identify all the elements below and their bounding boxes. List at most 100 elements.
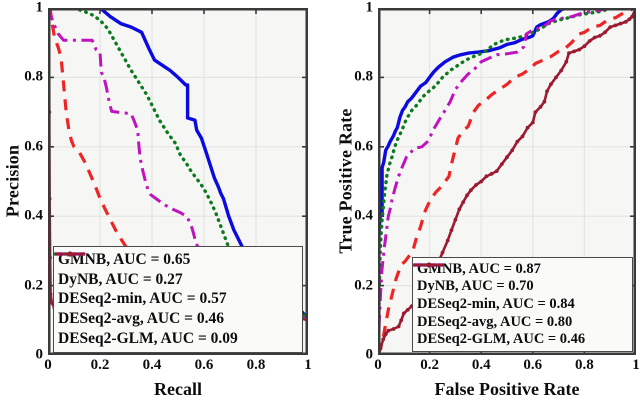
legend-item-gmnb: GMNB, AUC = 0.65 [55, 250, 298, 269]
y-tick-label: 0 [35, 346, 44, 363]
marker-deseq2-glm [461, 200, 465, 205]
axes-border [378, 8, 636, 355]
legend-label: GMNB, AUC = 0.65 [58, 250, 191, 268]
x-tick-label: 0.2 [90, 357, 110, 373]
x-tick-label: 0 [374, 357, 382, 373]
legend-label: DyNB, AUC = 0.27 [58, 270, 183, 288]
legend-item-dynb: DyNB, AUC = 0.27 [55, 252, 298, 289]
marker-deseq2-glm [505, 155, 509, 160]
y-tick-label: 0.2 [24, 277, 43, 294]
marker-deseq2-glm [559, 68, 564, 73]
legend-item-deseq2-glm: DESeq2-GLM, AUC = 0.09 [55, 251, 298, 348]
y-tick-label: 0.8 [24, 68, 43, 85]
curve-deseq2-avg [378, 8, 636, 355]
legend-label: DESeq2-min, AUC = 0.84 [417, 295, 575, 312]
legend: GMNB, AUC = 0.87 DyNB, AUC = 0.70 DESeq2-m… [412, 257, 633, 352]
y-tick-label: 1 [365, 0, 374, 16]
marker-deseq2-glm [613, 23, 618, 28]
marker-deseq2-glm [445, 238, 450, 243]
roc-plot-area: GMNB, AUC = 0.87 DyNB, AUC = 0.70 DESeq2-m… [378, 8, 636, 355]
marker-deseq2-glm [608, 25, 613, 29]
y-tick-label: 0.4 [24, 207, 43, 224]
legend-item-deseq2-glm: DESeq2-GLM, AUC = 0.46 [414, 262, 628, 348]
legend-label: DESeq2-GLM, AUC = 0.09 [58, 330, 238, 348]
marker-deseq2-glm [383, 332, 388, 337]
legend-label: DESeq2-avg, AUC = 0.46 [58, 310, 224, 328]
marker-deseq2-glm [465, 193, 469, 198]
marker-deseq2-glm [592, 35, 597, 40]
legend-label: DESeq2-GLM, AUC = 0.46 [417, 331, 586, 348]
marker-deseq2-glm [391, 327, 396, 331]
y-tick-label: 0.4 [354, 207, 373, 224]
x-tick-label: 0.8 [575, 357, 594, 373]
y-tick-label: 0.2 [354, 277, 373, 294]
y-tick-label: 0.8 [354, 68, 373, 85]
marker-deseq2-glm [440, 250, 445, 255]
x-tick-label: 0.8 [246, 357, 266, 373]
curve-deseq2-min [48, 8, 308, 319]
marker-deseq2-glm [525, 125, 530, 130]
marker-deseq2-glm [479, 179, 484, 184]
marker-deseq2-glm [386, 328, 391, 333]
legend-item-deseq2-min: DESeq2-min, AUC = 0.84 [413, 263, 628, 313]
legend-label: DyNB, AUC = 0.70 [417, 278, 534, 295]
x-tick-label: 0.2 [420, 357, 439, 373]
legend-marker [426, 262, 432, 268]
y-tick-label: 0.6 [24, 138, 43, 155]
roc-x-axis-label: False Positive Rate [434, 379, 580, 399]
legend-label: GMNB, AUC = 0.87 [417, 260, 541, 277]
axes-border [48, 8, 308, 355]
marker-deseq2-glm [399, 318, 404, 323]
marker-deseq2-glm [630, 14, 634, 19]
legend-line-sample [55, 251, 85, 257]
marker-deseq2-glm [598, 33, 602, 38]
marker-deseq2-glm [396, 324, 401, 329]
marker-deseq2-glm [489, 172, 494, 176]
marker-deseq2-glm [515, 139, 520, 144]
marker-deseq2-glm [545, 89, 549, 94]
marker-deseq2-glm [401, 311, 406, 316]
pr-panel: Precision GMNB, AUC = 0.65 DyNB, AUC = 0.… [2, 0, 312, 399]
marker-deseq2-glm [564, 59, 569, 64]
marker-deseq2-glm [582, 44, 587, 49]
curve-deseq2-min [378, 8, 636, 355]
curve-gmnb [48, 8, 308, 320]
legend-item-gmnb: GMNB, AUC = 0.87 [414, 260, 628, 278]
marker-deseq2-glm [587, 39, 592, 43]
x-tick-label: 0 [44, 357, 52, 373]
x-tick-label: 0.4 [471, 357, 491, 373]
marker-deseq2-glm [520, 134, 525, 139]
x-tick-label: 1 [304, 357, 312, 373]
y-tick-label: 1 [35, 0, 44, 16]
marker-deseq2-glm [449, 228, 454, 233]
roc-panel: True Positive Rate GMNB, AUC = 0.87 DyNB,… [320, 0, 640, 403]
pr-y-axis-label: Precision [2, 144, 23, 218]
legend-item-deseq2-avg: DESeq2-avg, AUC = 0.80 [414, 263, 628, 331]
marker-deseq2-glm [499, 162, 504, 167]
curve-deseq2-avg [48, 8, 308, 322]
legend: GMNB, AUC = 0.65 DyNB, AUC = 0.27 DESeq2-m… [53, 246, 303, 353]
marker-deseq2-glm [542, 99, 547, 104]
y-tick-label: 0.6 [354, 138, 373, 155]
marker-deseq2-glm [603, 30, 607, 35]
pr-plot-area: GMNB, AUC = 0.65 DyNB, AUC = 0.27 DESeq2-m… [48, 8, 308, 355]
marker-deseq2-glm [494, 169, 499, 174]
marker-deseq2-glm [577, 47, 582, 52]
legend-item-deseq2-min: DESeq2-min, AUC = 0.57 [54, 252, 298, 308]
x-tick-label: 1 [632, 357, 640, 373]
legend-label: DESeq2-avg, AUC = 0.80 [417, 313, 573, 330]
marker-deseq2-glm [484, 174, 489, 179]
pr-x-axis-label: Recall [154, 379, 202, 399]
marker-deseq2-glm [50, 301, 54, 305]
legend-label: DESeq2-min, AUC = 0.57 [58, 290, 227, 308]
marker-deseq2-glm [623, 20, 628, 24]
marker-deseq2-glm [538, 105, 543, 109]
x-tick-label: 0.6 [194, 357, 214, 373]
curve-dynb [48, 8, 180, 305]
legend-marker [67, 251, 73, 257]
marker-deseq2-glm [453, 217, 458, 222]
marker-deseq2-glm [381, 337, 386, 342]
curve-gmnb [378, 8, 636, 355]
marker-deseq2-glm [549, 82, 553, 87]
legend-item-dynb: DyNB, AUC = 0.70 [414, 263, 628, 295]
